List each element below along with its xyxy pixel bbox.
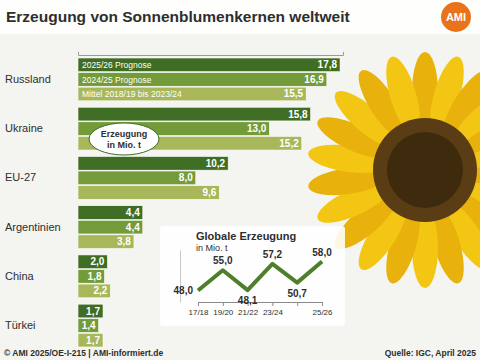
y-axis-line xyxy=(78,59,79,348)
x-axis-line xyxy=(79,52,344,56)
inset-x-label: 17/18 xyxy=(188,308,209,317)
category-label: Ukraine xyxy=(5,122,43,134)
data-label: 8,0 xyxy=(179,172,193,183)
chart-root: Erzeugung von Sonnenblumenkernen weltwei… xyxy=(0,0,480,360)
y-tick: EU-27 xyxy=(5,171,78,183)
data-label: 16,9 xyxy=(304,74,324,85)
bar xyxy=(78,58,340,72)
data-label: 48,1 xyxy=(238,295,258,306)
inset-tick-mark xyxy=(297,302,298,306)
inset-x-tick: 17/18 xyxy=(188,302,209,317)
data-label: 2,0 xyxy=(91,256,105,267)
source: Quelle: IGC, April 2025 xyxy=(385,348,477,358)
data-label: 57,2 xyxy=(263,249,283,260)
inset-x-label: 25/26 xyxy=(312,308,333,317)
legend-entry: Mittel 2018/19 bis 2023/24 xyxy=(82,89,182,99)
y-tick: China xyxy=(5,270,78,282)
title: Erzeugung von Sonnenblumenkernen weltwei… xyxy=(6,8,350,25)
logo-badge xyxy=(441,2,471,32)
data-label: 15,5 xyxy=(284,88,304,99)
data-label: 2,2 xyxy=(93,285,107,296)
bar xyxy=(78,206,143,220)
inset-x-tick: 19/20 xyxy=(213,302,234,317)
bar xyxy=(78,156,228,170)
bar-labels: 17,8 15,8 10,2 4,4 2,0 1,7 2025/26 Prognose 16,… xyxy=(82,59,338,345)
inset-x-tick xyxy=(297,302,298,306)
subtitle: Erzeugungin Mio. t xyxy=(101,129,148,150)
inset-subtitle: in Mio. t xyxy=(196,243,228,253)
data-label: 15,8 xyxy=(288,109,308,120)
inset-tick-mark xyxy=(322,302,323,306)
y-tick: Ukraine xyxy=(5,122,78,134)
bar xyxy=(78,87,306,101)
inset-data-labels: 48,0 55,0 48,1 57,2 50,7 58,0 xyxy=(174,247,333,307)
header-band xyxy=(0,0,480,34)
data-label: 4,4 xyxy=(126,207,140,218)
inset-background xyxy=(160,226,345,326)
bar xyxy=(78,73,327,87)
bar xyxy=(78,220,143,234)
data-label: 9,6 xyxy=(202,187,216,198)
inset-x-axis-line xyxy=(199,303,323,307)
data-label: 48,0 xyxy=(174,285,194,296)
data-label: 10,2 xyxy=(206,158,226,169)
inset-x-label: 23/24 xyxy=(263,308,284,317)
category-label: Argentinien xyxy=(5,221,61,233)
data-label: 1,8 xyxy=(88,271,102,282)
bar xyxy=(78,270,105,284)
data-label: 4,4 xyxy=(126,222,140,233)
flower-center xyxy=(373,118,477,222)
category-label: China xyxy=(5,270,35,282)
background xyxy=(0,0,480,360)
legend-entry: 2024/25 Prognose xyxy=(82,75,152,85)
inset-title: Globale Erzeugung xyxy=(196,230,296,242)
legend-entry: 2025/26 Prognose xyxy=(82,60,152,70)
footer: © AMI 2025/OE-I-215 | AMI-informiert.de xyxy=(4,348,163,358)
category-label: EU-27 xyxy=(5,171,36,183)
inset-x-label: 21/22 xyxy=(238,308,259,317)
data-label: 15,2 xyxy=(279,138,299,149)
category-label: Russland xyxy=(5,73,51,85)
bar xyxy=(78,186,219,200)
inset-x-axis: 17/18 19/20 21/22 23/24 25/26 xyxy=(188,302,333,317)
logo: AMI xyxy=(446,11,466,23)
bar xyxy=(78,171,196,185)
bar xyxy=(78,319,99,333)
bar xyxy=(78,333,103,347)
inset-tick-mark xyxy=(272,302,273,306)
data-label: 1,7 xyxy=(86,335,100,346)
y-tick: Argentinien xyxy=(5,221,78,233)
bar xyxy=(78,107,311,121)
data-label: 50,7 xyxy=(287,288,307,299)
inset-x-tick: 23/24 xyxy=(263,302,284,317)
data-label: 1,4 xyxy=(82,320,96,331)
y-axis: Russland Ukraine EU-27 Argentinien China Türk… xyxy=(5,59,79,348)
bar xyxy=(78,284,110,298)
data-label: 55,0 xyxy=(213,255,233,266)
data-label: 3,8 xyxy=(117,236,131,247)
badge-shape xyxy=(89,123,159,155)
bar xyxy=(78,304,103,318)
bar xyxy=(78,255,107,269)
data-label: 17,8 xyxy=(318,59,338,70)
y-tick: Russland xyxy=(5,73,78,85)
category-label: Türkei xyxy=(5,319,36,331)
data-label: 58,0 xyxy=(312,247,332,258)
flower-core xyxy=(387,132,463,208)
data-label: 1,7 xyxy=(86,306,100,317)
inset-x-label: 19/20 xyxy=(213,308,234,317)
inset-tick-mark xyxy=(198,302,199,306)
inset-x-tick: 25/26 xyxy=(312,302,333,317)
inset-tick-mark xyxy=(223,302,224,306)
y-tick: Türkei xyxy=(5,319,78,331)
bar xyxy=(78,235,134,249)
x-axis xyxy=(79,52,344,56)
data-label: 13,0 xyxy=(247,123,267,134)
unit-badge: Erzeugungin Mio. t xyxy=(89,123,159,155)
